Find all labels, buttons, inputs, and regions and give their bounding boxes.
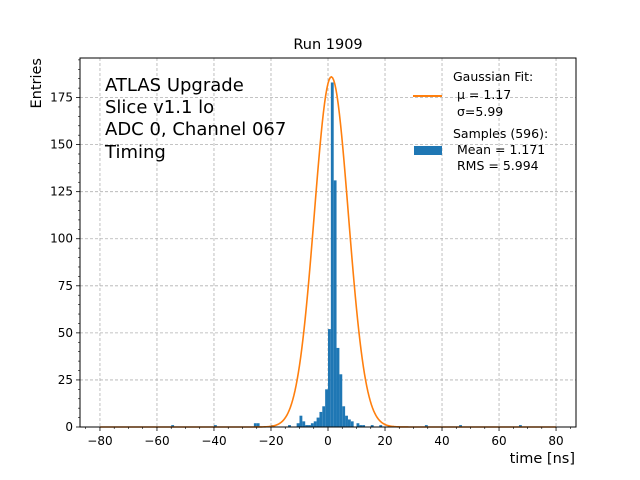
y-axis-label: Entries	[29, 58, 45, 109]
histogram-bar	[296, 423, 300, 427]
y-tick-label: 50	[58, 326, 73, 340]
histogram-bar	[339, 374, 343, 427]
histogram-bar	[350, 421, 354, 427]
histogram-bar	[345, 415, 348, 427]
histogram-bar	[370, 425, 374, 427]
histogram-bar	[362, 425, 366, 427]
histogram-bar	[347, 419, 351, 427]
chart-title: Run 1909	[293, 37, 362, 53]
histogram-bar	[310, 423, 314, 427]
histogram-bar	[424, 425, 428, 427]
histogram-bar	[313, 421, 317, 427]
x-tick-label: −20	[258, 434, 283, 448]
legend-histogram-title: Samples (596):	[453, 126, 548, 141]
histogram-bar	[305, 425, 309, 427]
x-tick-label: 80	[548, 434, 563, 448]
annotation-block: ATLAS Upgrade Slice v1.1 lo ADC 0, Chann…	[104, 75, 286, 163]
y-tick-label: 25	[58, 373, 73, 387]
x-tick-label: −40	[201, 434, 226, 448]
y-tick-label: 75	[58, 279, 73, 293]
histogram-bar	[356, 423, 360, 427]
histogram-bar	[330, 82, 334, 427]
x-tick-label: −60	[144, 434, 169, 448]
histogram-bar	[256, 423, 260, 427]
histogram-bar	[359, 425, 363, 427]
y-tick-label: 125	[50, 185, 73, 199]
legend-histogram-swatch	[414, 146, 442, 155]
plot-area	[79, 57, 577, 428]
y-tick-label: 0	[65, 420, 73, 434]
x-axis-ticks: −80 −60 −40 −20 0 20 40 60 80	[85, 427, 571, 448]
histogram-bar	[336, 347, 340, 427]
histogram-bar	[302, 421, 306, 427]
annotation-line-1: ATLAS Upgrade	[105, 75, 244, 96]
legend-fit-sigma: σ=5.99	[457, 104, 503, 119]
legend-histogram-rms: RMS = 5.994	[457, 158, 539, 173]
x-tick-label: 0	[324, 434, 332, 448]
x-axis-label: time [ns]	[510, 451, 575, 467]
legend-fit-mu: μ = 1.17	[457, 87, 511, 102]
histogram-bar	[342, 406, 346, 427]
y-tick-label: 100	[50, 232, 73, 246]
histogram-bar	[379, 425, 383, 427]
legend: Gaussian Fit: μ = 1.17 σ=5.99 Samples (5…	[413, 69, 548, 173]
annotation-line-3: ADC 0, Channel 067	[105, 119, 286, 140]
histogram-bar	[288, 425, 291, 427]
histogram-bars	[171, 82, 522, 427]
histogram-bar	[322, 406, 326, 427]
x-tick-label: 20	[377, 434, 392, 448]
annotation-line-4: Timing	[104, 142, 166, 163]
histogram-bar	[308, 425, 311, 427]
histogram-bar	[213, 425, 217, 427]
y-tick-label: 150	[50, 138, 73, 152]
histogram-bar	[319, 411, 323, 427]
x-tick-label: 40	[434, 434, 449, 448]
histogram-bar	[459, 425, 462, 427]
x-tick-label: 60	[491, 434, 506, 448]
y-axis-ticks: 0 25 50 75 100 125 150 175	[50, 59, 80, 434]
histogram-bar	[328, 329, 331, 427]
histogram-bar	[325, 389, 328, 427]
histogram-bar	[316, 417, 320, 427]
x-tick-label: −80	[87, 434, 112, 448]
histogram-bar	[253, 423, 257, 427]
histogram-bar	[299, 415, 303, 427]
histogram-bar	[171, 425, 175, 427]
y-tick-label: 175	[50, 91, 73, 105]
legend-fit-title: Gaussian Fit:	[453, 69, 533, 84]
annotation-line-2: Slice v1.1 lo	[105, 97, 214, 118]
legend-histogram-mean: Mean = 1.171	[457, 142, 545, 157]
histogram-bar	[518, 425, 522, 427]
histogram-bar	[333, 180, 337, 427]
